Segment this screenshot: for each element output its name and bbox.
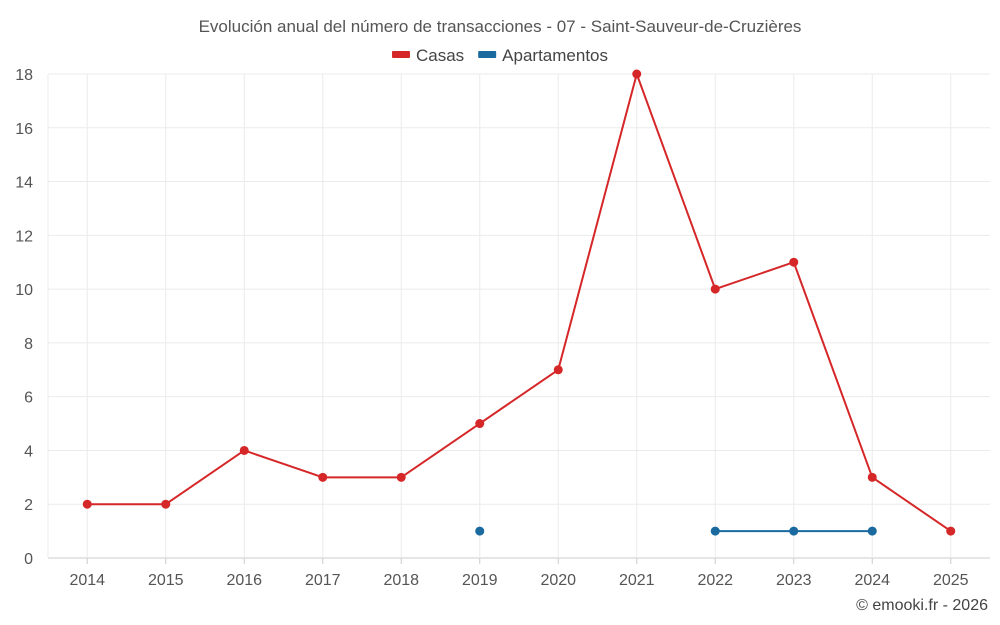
data-point-casas[interactable] (553, 365, 563, 375)
x-axis: 2014 2015 2016 2017 2018 2019 2020 2021 2022 2023… (69, 558, 969, 589)
data-point-casas[interactable] (789, 257, 799, 267)
credit-text: © emooki.fr - 2026 (856, 597, 988, 614)
data-point-casas[interactable] (475, 419, 485, 429)
data-point-apartamentos[interactable] (789, 526, 799, 536)
x-tick-label: 2020 (540, 572, 576, 589)
chart-title: Evolución anual del número de transaccio… (199, 17, 802, 36)
series-apartamentos (475, 526, 877, 536)
grid (47, 73, 990, 559)
data-point-casas[interactable] (82, 499, 92, 509)
x-tick-label: 2022 (697, 572, 733, 589)
series-casas (82, 69, 956, 536)
data-point-casas[interactable] (946, 526, 956, 536)
data-point-casas[interactable] (632, 69, 642, 79)
data-point-casas[interactable] (318, 472, 328, 482)
y-axis: 0 2 4 6 8 10 12 14 16 18 (15, 67, 33, 568)
data-point-casas[interactable] (396, 472, 406, 482)
data-point-apartamentos[interactable] (475, 526, 485, 536)
y-tick-label: 4 (24, 443, 33, 460)
x-tick-label: 2024 (854, 572, 890, 589)
x-tick-label: 2017 (305, 572, 341, 589)
x-tick-label: 2025 (933, 572, 969, 589)
x-tick-label: 2014 (69, 572, 105, 589)
data-point-casas[interactable] (710, 284, 720, 294)
y-tick-label: 8 (24, 336, 33, 353)
y-tick-label: 2 (24, 497, 33, 514)
y-tick-label: 18 (15, 67, 33, 84)
data-point-casas[interactable] (161, 499, 171, 509)
series-line-casas (87, 73, 952, 532)
x-tick-label: 2021 (619, 572, 655, 589)
legend-item-casas[interactable]: Casas (391, 46, 464, 65)
legend-swatch (391, 51, 410, 58)
x-tick-label: 2018 (383, 572, 419, 589)
data-point-casas[interactable] (239, 445, 249, 455)
legend-swatch (478, 51, 497, 58)
x-tick-label: 2023 (776, 572, 812, 589)
legend-label: Casas (416, 46, 464, 65)
x-tick-label: 2019 (462, 572, 498, 589)
x-tick-label: 2016 (226, 572, 262, 589)
legend-item-apartamentos[interactable]: Apartamentos (478, 46, 608, 65)
legend: Casas Apartamentos (391, 46, 608, 65)
y-tick-label: 10 (15, 282, 33, 299)
y-tick-label: 14 (15, 175, 33, 192)
data-point-apartamentos[interactable] (710, 526, 720, 536)
legend-label: Apartamentos (502, 46, 608, 65)
x-tick-label: 2015 (148, 572, 184, 589)
series-group (82, 69, 956, 536)
y-tick-label: 16 (15, 121, 33, 138)
data-point-casas[interactable] (867, 472, 877, 482)
y-tick-label: 12 (15, 228, 33, 245)
y-tick-label: 6 (24, 390, 33, 407)
data-point-apartamentos[interactable] (867, 526, 877, 536)
y-tick-label: 0 (24, 551, 33, 568)
